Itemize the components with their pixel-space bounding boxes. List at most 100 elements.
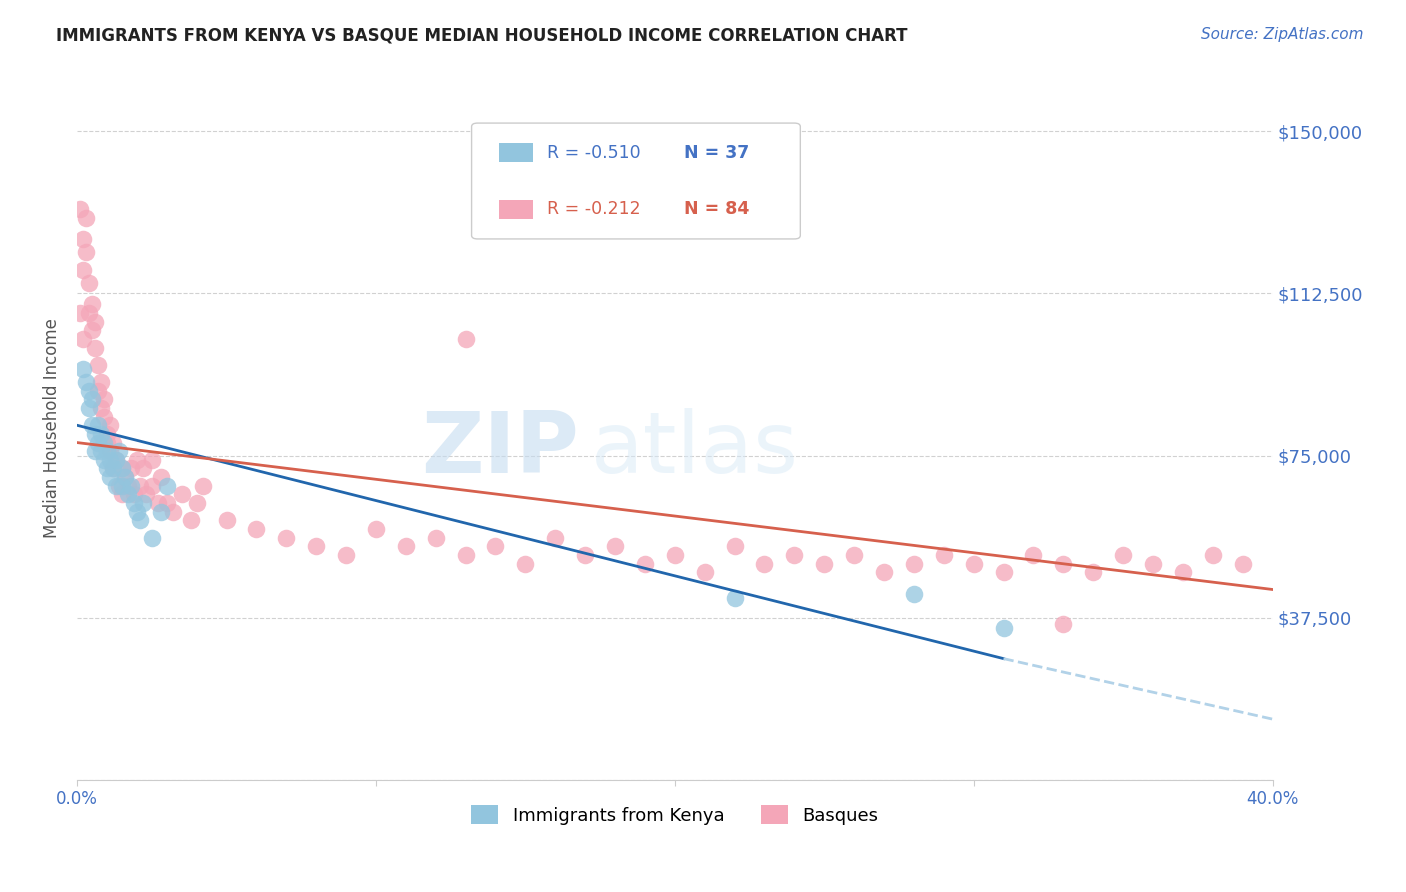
Point xyxy=(1232,557,1254,571)
Point xyxy=(1171,565,1194,579)
Point xyxy=(693,565,716,579)
Point xyxy=(114,470,136,484)
Point xyxy=(149,505,172,519)
Point xyxy=(75,375,97,389)
Point xyxy=(122,496,145,510)
Point xyxy=(156,479,179,493)
Point xyxy=(69,306,91,320)
Point xyxy=(276,531,298,545)
Point xyxy=(75,211,97,225)
Text: Source: ZipAtlas.com: Source: ZipAtlas.com xyxy=(1201,27,1364,42)
Point xyxy=(245,522,267,536)
Point xyxy=(69,202,91,217)
Point xyxy=(84,426,107,441)
Point xyxy=(425,531,447,545)
Point xyxy=(454,332,477,346)
Text: R = -0.212: R = -0.212 xyxy=(547,201,641,219)
Point xyxy=(72,362,94,376)
Point xyxy=(544,531,567,545)
Point xyxy=(132,496,155,510)
Point xyxy=(72,232,94,246)
Point xyxy=(842,548,865,562)
Point xyxy=(128,479,150,493)
Point xyxy=(993,565,1015,579)
Point xyxy=(96,426,118,441)
Point xyxy=(191,479,214,493)
Point xyxy=(305,539,328,553)
Point xyxy=(80,323,103,337)
Point xyxy=(180,513,202,527)
Point xyxy=(162,505,184,519)
Point xyxy=(122,487,145,501)
Point xyxy=(484,539,506,553)
Point xyxy=(111,479,134,493)
Point xyxy=(1142,557,1164,571)
Point xyxy=(101,461,124,475)
Point xyxy=(335,548,357,562)
Point xyxy=(149,470,172,484)
Point xyxy=(454,548,477,562)
Point xyxy=(186,496,208,510)
Text: ZIP: ZIP xyxy=(422,409,579,491)
Point xyxy=(72,332,94,346)
Point xyxy=(90,426,112,441)
Point xyxy=(101,461,124,475)
Legend: Immigrants from Kenya, Basques: Immigrants from Kenya, Basques xyxy=(463,797,887,834)
Point xyxy=(93,453,115,467)
Point xyxy=(1052,557,1074,571)
Point xyxy=(120,461,142,475)
Point xyxy=(120,479,142,493)
Point xyxy=(104,479,127,493)
Point xyxy=(104,453,127,467)
Point xyxy=(98,444,121,458)
Point xyxy=(72,262,94,277)
Bar xyxy=(499,200,533,219)
Point xyxy=(87,384,110,398)
Point xyxy=(783,548,806,562)
Point xyxy=(77,401,100,415)
Point xyxy=(96,461,118,475)
Point xyxy=(574,548,596,562)
Text: N = 37: N = 37 xyxy=(685,144,749,161)
Text: IMMIGRANTS FROM KENYA VS BASQUE MEDIAN HOUSEHOLD INCOME CORRELATION CHART: IMMIGRANTS FROM KENYA VS BASQUE MEDIAN H… xyxy=(56,27,908,45)
Point xyxy=(84,341,107,355)
Point xyxy=(84,444,107,458)
Point xyxy=(156,496,179,510)
Point xyxy=(98,470,121,484)
Point xyxy=(993,621,1015,635)
Point xyxy=(364,522,387,536)
Point xyxy=(170,487,193,501)
Point xyxy=(215,513,238,527)
Point xyxy=(80,297,103,311)
Point xyxy=(93,435,115,450)
Point xyxy=(77,384,100,398)
Text: N = 84: N = 84 xyxy=(685,201,749,219)
Point xyxy=(141,479,163,493)
Y-axis label: Median Household Income: Median Household Income xyxy=(44,318,60,539)
Point xyxy=(80,392,103,407)
Point xyxy=(932,548,955,562)
Point xyxy=(111,487,134,501)
Text: R = -0.510: R = -0.510 xyxy=(547,144,641,161)
Point xyxy=(84,315,107,329)
Point xyxy=(963,557,986,571)
Point xyxy=(96,435,118,450)
Point xyxy=(664,548,686,562)
Point xyxy=(634,557,657,571)
Point xyxy=(117,487,139,501)
Point xyxy=(903,587,925,601)
Point xyxy=(603,539,626,553)
Point xyxy=(723,591,745,606)
Point xyxy=(873,565,896,579)
Point xyxy=(903,557,925,571)
Point xyxy=(125,453,148,467)
FancyBboxPatch shape xyxy=(471,123,800,239)
Point xyxy=(96,444,118,458)
Point xyxy=(93,392,115,407)
Point xyxy=(132,461,155,475)
Point xyxy=(87,358,110,372)
Point xyxy=(813,557,835,571)
Point xyxy=(87,435,110,450)
Point xyxy=(1083,565,1105,579)
Point xyxy=(75,245,97,260)
